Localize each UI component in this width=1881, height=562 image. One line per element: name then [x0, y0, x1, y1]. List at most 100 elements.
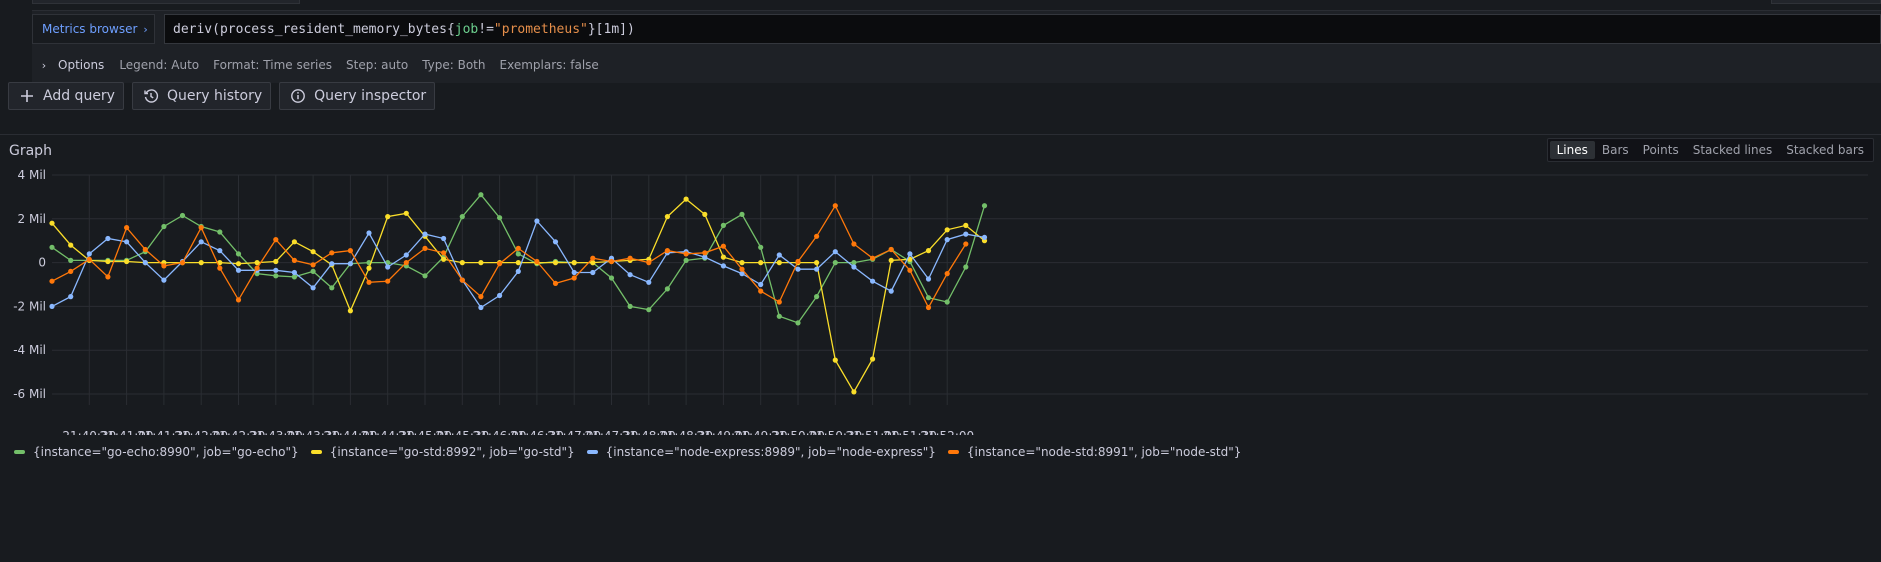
data-point — [608, 275, 615, 281]
data-point — [347, 308, 353, 314]
data-point — [235, 261, 242, 267]
data-point — [68, 257, 74, 263]
y-tick-label: 0 — [38, 256, 46, 270]
viz-option-bars[interactable]: Bars — [1601, 143, 1629, 157]
series-line — [51, 204, 967, 309]
data-point — [273, 267, 279, 273]
data-point — [851, 260, 857, 266]
data-point — [832, 249, 838, 255]
x-tick-label: 21:45:00 — [398, 429, 452, 435]
data-point — [49, 278, 55, 284]
y-tick-label: -4 Mil — [13, 343, 46, 357]
data-point — [347, 248, 353, 254]
data-point — [552, 260, 559, 266]
info-circle-icon — [288, 88, 308, 104]
data-point — [870, 278, 876, 284]
data-point — [739, 271, 745, 277]
data-point — [925, 295, 932, 301]
viz-option-lines[interactable]: Lines — [1549, 141, 1595, 159]
options-title[interactable]: Options — [58, 58, 105, 72]
data-point — [441, 256, 447, 262]
data-point — [478, 294, 484, 300]
data-point — [422, 273, 428, 279]
data-point — [646, 279, 652, 285]
data-point — [385, 264, 391, 270]
data-point — [552, 280, 559, 286]
metrics-browser-button[interactable]: Metrics browser › — [32, 14, 155, 44]
data-point — [795, 266, 801, 272]
legend-item[interactable]: {instance="node-express:8989", job="node… — [586, 445, 936, 459]
data-point — [459, 214, 465, 220]
legend-label: {instance="go-echo:8990", job="go-echo"} — [33, 445, 299, 459]
data-point — [179, 212, 186, 219]
chevron-right-icon[interactable]: › — [41, 58, 47, 72]
data-point — [366, 230, 372, 236]
x-tick-label: 21:51:30 — [883, 429, 937, 435]
x-tick-label: 21:41:30 — [137, 429, 191, 435]
data-point — [832, 357, 838, 363]
data-point — [907, 256, 913, 262]
data-point — [329, 285, 335, 291]
data-point — [497, 261, 503, 267]
x-tick-label: 21:47:00 — [547, 429, 601, 435]
data-point — [273, 273, 279, 279]
option-type: Type: Both — [422, 58, 486, 72]
add-query-button[interactable]: Add query — [8, 82, 124, 110]
data-point — [552, 239, 559, 245]
data-point — [68, 294, 74, 300]
legend-item[interactable]: {instance="node-std:8991", job="node-std… — [947, 445, 1242, 459]
query-expression-input[interactable]: deriv(process_resident_memory_bytes{job!… — [164, 14, 1881, 44]
data-point — [235, 297, 242, 303]
query-options-row[interactable]: › Options Legend: Auto Format: Time seri… — [32, 53, 613, 77]
data-point — [310, 268, 316, 274]
data-point — [478, 192, 484, 198]
legend-item[interactable]: {instance="go-echo:8990", job="go-echo"} — [14, 445, 299, 459]
data-point — [907, 251, 913, 257]
data-point — [571, 269, 577, 276]
x-tick-label: 21:47:30 — [585, 429, 639, 435]
viz-option-points[interactable]: Points — [1642, 143, 1679, 157]
graph-title: Graph — [9, 143, 52, 159]
y-tick-label: 4 Mil — [18, 168, 46, 182]
query-history-button[interactable]: Query history — [131, 82, 272, 110]
data-point — [385, 278, 391, 284]
query-token: { — [446, 21, 455, 37]
viz-option-stacked-bars[interactable]: Stacked bars — [1786, 143, 1864, 157]
x-tick-label: 21:43:30 — [286, 429, 340, 435]
data-point — [646, 307, 652, 313]
query-editor: Metrics browser › deriv(process_resident… — [0, 0, 1881, 138]
data-point — [534, 258, 540, 265]
data-point — [329, 261, 335, 267]
query-token: deriv — [173, 21, 213, 37]
viz-option-stacked-lines[interactable]: Stacked lines — [1692, 143, 1773, 157]
data-point — [702, 254, 708, 260]
data-point — [142, 260, 148, 266]
data-point — [422, 231, 428, 237]
data-point — [49, 220, 55, 226]
data-point — [571, 275, 577, 281]
legend-swatch — [310, 450, 322, 454]
data-point — [273, 258, 279, 265]
query-inspector-button[interactable]: Query inspector — [279, 82, 436, 110]
data-point — [366, 279, 372, 285]
data-point — [739, 266, 745, 272]
data-point — [851, 241, 857, 247]
query-token: "prometheus" — [493, 21, 588, 37]
data-point — [310, 285, 316, 291]
add-query-label: Add query — [43, 88, 115, 104]
legend-item[interactable]: {instance="go-std:8992", job="go-std"} — [310, 445, 575, 459]
x-tick-label: 21:44:00 — [323, 429, 377, 435]
data-point — [981, 203, 988, 209]
data-point — [664, 248, 671, 254]
data-point — [776, 299, 782, 305]
data-point — [366, 265, 372, 271]
query-token: } — [587, 21, 596, 37]
data-point — [198, 225, 204, 231]
data-point — [273, 237, 279, 243]
data-point — [254, 265, 260, 271]
data-point — [161, 263, 167, 269]
data-point — [571, 260, 577, 266]
legend-label: {instance="node-std:8991", job="node-std… — [966, 445, 1242, 459]
query-token: process_resident_memory_bytes — [219, 21, 447, 37]
